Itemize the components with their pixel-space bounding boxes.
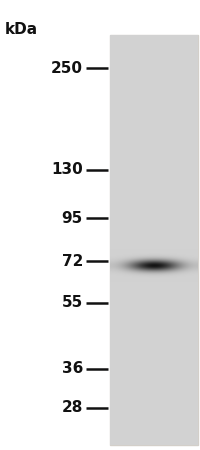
Text: 130: 130 — [51, 162, 83, 177]
Text: kDa: kDa — [5, 22, 38, 37]
Text: 36: 36 — [62, 361, 83, 376]
Text: 28: 28 — [62, 400, 83, 415]
Bar — [110, 35, 198, 445]
Text: 95: 95 — [62, 211, 83, 226]
Text: 72: 72 — [62, 254, 83, 269]
Text: 55: 55 — [62, 296, 83, 310]
Text: 250: 250 — [51, 61, 83, 76]
